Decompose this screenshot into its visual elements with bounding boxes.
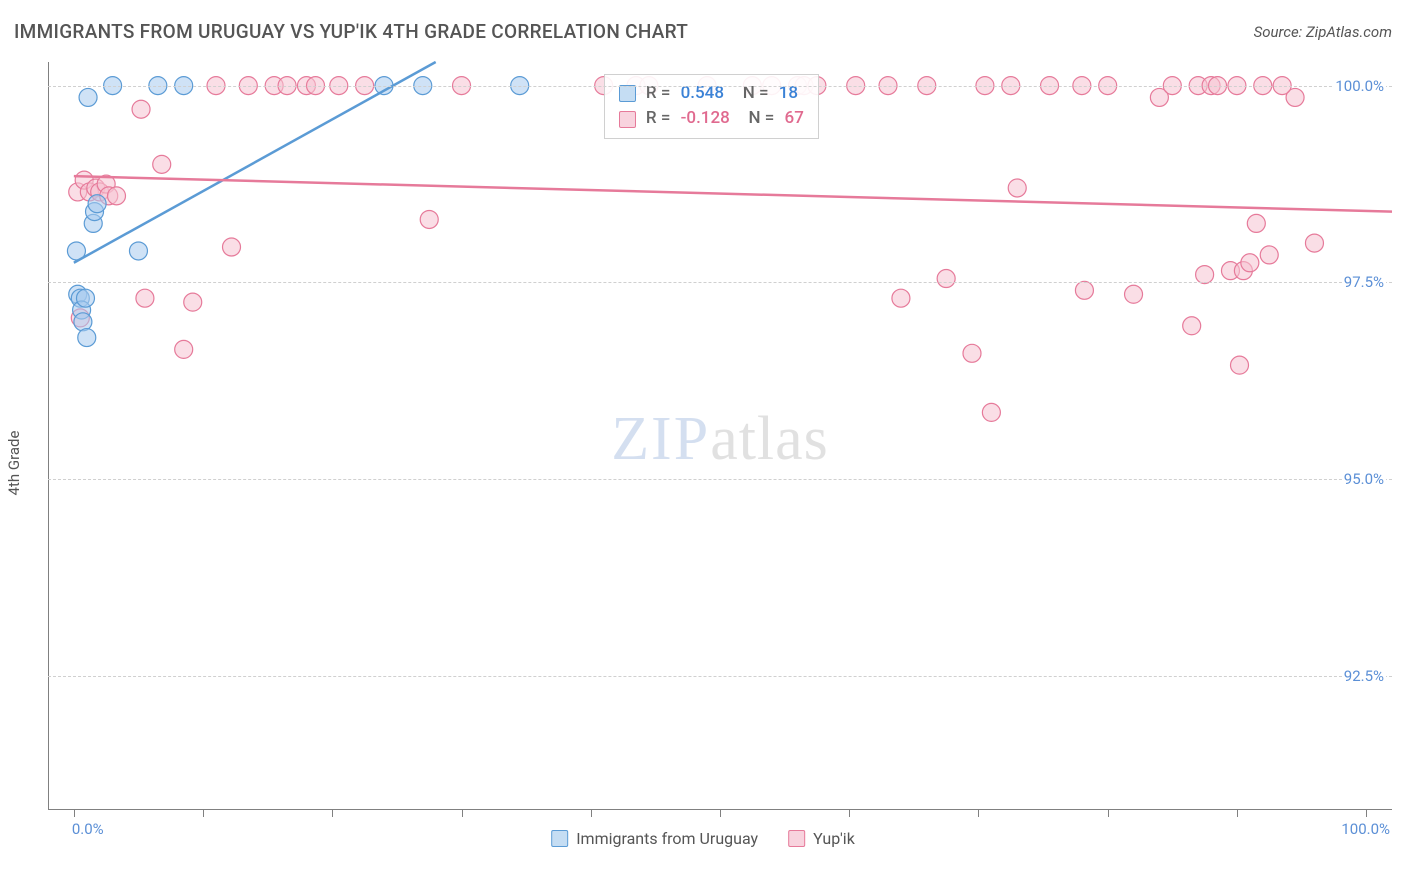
data-point: [1075, 281, 1093, 299]
data-point: [1260, 246, 1278, 264]
plot-area: ZIPatlas R = 0.548 N = 18 R = -0.128 N =…: [48, 62, 1392, 810]
chart-source: Source: ZipAtlas.com: [1254, 23, 1392, 41]
legend-swatch: [619, 111, 636, 128]
chart-title: IMMIGRANTS FROM URUGUAY VS YUP'IK 4TH GR…: [14, 20, 688, 43]
data-point: [1125, 285, 1143, 303]
data-point: [79, 88, 97, 106]
x-tick: [74, 810, 75, 817]
x-tick: [591, 810, 592, 817]
scatter-svg: [48, 62, 1392, 810]
y-tick-label: 97.5%: [1342, 273, 1386, 291]
data-point: [74, 313, 92, 331]
data-point: [982, 403, 1000, 421]
y-axis-line: [48, 62, 49, 810]
x-tick: [462, 810, 463, 817]
x-tick: [203, 810, 204, 817]
data-point: [76, 289, 94, 307]
x-tick: [978, 810, 979, 817]
plot-wrap: 4th Grade ZIPatlas R = 0.548 N = 18 R = …: [14, 48, 1392, 878]
legend-row: R = 0.548 N = 18: [619, 81, 804, 107]
x-tick: [332, 810, 333, 817]
data-point: [223, 238, 241, 256]
chart-header: IMMIGRANTS FROM URUGUAY VS YUP'IK 4TH GR…: [14, 20, 1392, 43]
legend-row: R = -0.128 N = 67: [619, 106, 804, 132]
x-label-min: 0.0%: [72, 820, 104, 838]
y-axis-title: 4th Grade: [5, 431, 23, 496]
legend-swatch: [551, 830, 568, 847]
legend-r-value: 0.548: [676, 81, 724, 107]
y-tick-label: 95.0%: [1342, 470, 1386, 488]
legend-n-label: N =: [736, 106, 775, 132]
grid-line: [48, 676, 1392, 677]
data-point: [892, 289, 910, 307]
grid-line: [48, 86, 1392, 87]
data-point: [132, 100, 150, 118]
legend-r-label: R =: [642, 81, 671, 107]
legend-swatch: [619, 85, 636, 102]
data-point: [175, 340, 193, 358]
grid-line: [48, 282, 1392, 283]
data-point: [184, 293, 202, 311]
y-tick-label: 100.0%: [1333, 77, 1386, 95]
data-point: [963, 344, 981, 362]
data-point: [1247, 214, 1265, 232]
data-point: [1183, 317, 1201, 335]
x-tick: [1108, 810, 1109, 817]
data-point: [1305, 234, 1323, 252]
data-point: [153, 155, 171, 173]
legend-n-value: 18: [775, 81, 799, 107]
legend-item: Yup'ik: [788, 829, 855, 848]
legend-swatch: [788, 830, 805, 847]
x-tick: [1366, 810, 1367, 817]
legend-n-value: 67: [780, 106, 804, 132]
trend-line: [74, 176, 1392, 211]
legend-correlation: R = 0.548 N = 18 R = -0.128 N = 67: [604, 74, 819, 139]
data-point: [88, 195, 106, 213]
y-tick-label: 92.5%: [1342, 667, 1386, 685]
x-tick: [1237, 810, 1238, 817]
data-point: [1241, 254, 1259, 272]
data-point: [107, 187, 125, 205]
legend-r-value: -0.128: [676, 106, 729, 132]
legend-series: Immigrants from Uruguay Yup'ik: [551, 829, 855, 848]
x-tick: [720, 810, 721, 817]
data-point: [136, 289, 154, 307]
legend-label: Immigrants from Uruguay: [576, 829, 758, 848]
legend-item: Immigrants from Uruguay: [551, 829, 758, 848]
legend-label: Yup'ik: [813, 829, 855, 848]
data-point: [1231, 356, 1249, 374]
data-point: [1196, 266, 1214, 284]
data-point: [129, 242, 147, 260]
legend-n-label: N =: [730, 81, 769, 107]
data-point: [78, 329, 96, 347]
x-label-max: 100.0%: [1341, 820, 1390, 838]
x-tick: [849, 810, 850, 817]
data-point: [1008, 179, 1026, 197]
grid-line: [48, 479, 1392, 480]
legend-r-label: R =: [642, 106, 671, 132]
data-point: [420, 210, 438, 228]
data-point: [937, 270, 955, 288]
